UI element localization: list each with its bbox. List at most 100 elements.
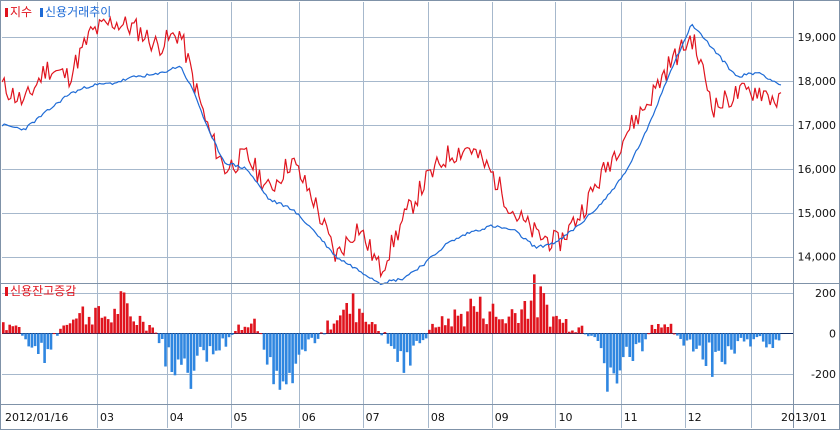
- credit-change-bar: [40, 333, 43, 343]
- credit-change-bar: [87, 316, 91, 334]
- credit-change-bar: [701, 333, 705, 360]
- credit-change-bar: [49, 333, 53, 350]
- credit-change-bar: [275, 333, 278, 371]
- credit-change-bar: [354, 322, 358, 334]
- credit-change-bar: [752, 333, 755, 340]
- credit-change-bar: [56, 333, 59, 336]
- credit-change-bar: [396, 333, 399, 362]
- credit-change-bar: [758, 333, 762, 337]
- credit-change-bar: [698, 333, 701, 346]
- credit-change-bar: [682, 333, 685, 346]
- credit-change-bar: [358, 308, 361, 334]
- credit-change-bar: [523, 301, 527, 334]
- bar-axis-tick: 0: [829, 327, 836, 340]
- credit-change-bar: [167, 333, 170, 348]
- credit-change-bar: [742, 333, 746, 342]
- bar-layer: [2, 274, 781, 392]
- credit-change-bar: [415, 333, 418, 341]
- credit-change-bar: [227, 333, 231, 338]
- credit-change-bar: [170, 333, 174, 372]
- credit-change-bar: [574, 332, 577, 334]
- credit-change-bar: [265, 333, 269, 365]
- credit-change-bar: [609, 333, 612, 368]
- credit-change-bar: [256, 331, 259, 334]
- credit-change-bar: [466, 311, 469, 334]
- credit-change-bar: [510, 309, 514, 334]
- credit-change-bar: [545, 304, 549, 334]
- credit-change-bar: [316, 333, 320, 339]
- credit-change-bar: [679, 333, 682, 339]
- credit-change-bar: [237, 324, 240, 334]
- credit-change-bar: [517, 323, 520, 334]
- credit-change-bar: [11, 326, 15, 334]
- month-tick-label: 09: [495, 411, 509, 424]
- credit-change-bar: [564, 319, 568, 334]
- month-tick-label: 07: [366, 411, 380, 424]
- credit-change-bar: [399, 333, 402, 352]
- month-tick-label: 04: [170, 411, 184, 424]
- credit-change-bar: [176, 333, 180, 360]
- price-axis-tick: 16,000: [798, 163, 837, 176]
- credit-change-bar: [577, 327, 581, 334]
- credit-change-bar: [269, 333, 272, 358]
- credit-change-bar: [644, 333, 647, 340]
- credit-change-bar: [304, 333, 307, 352]
- credit-change-bar: [723, 333, 727, 365]
- bar-legend: 신용잔고증감: [5, 284, 76, 298]
- credit-change-bar: [447, 318, 450, 334]
- credit-change-bar: [243, 326, 247, 334]
- credit-change-bar: [218, 333, 221, 351]
- credit-change-bar: [230, 333, 234, 335]
- bar-legend-marker: [5, 287, 8, 296]
- credit-change-bar: [164, 333, 167, 367]
- credit-change-bar: [536, 317, 539, 334]
- credit-change-bar: [453, 309, 457, 334]
- credit-change-bar: [412, 333, 415, 346]
- credit-change-bar: [405, 333, 409, 353]
- credit-change-bar: [110, 322, 113, 334]
- credit-change-bar: [78, 313, 81, 334]
- price-axis-tick: 15,000: [798, 207, 837, 220]
- credit-change-bar: [106, 319, 110, 334]
- credit-change-bar: [250, 323, 253, 334]
- credit-change-bar: [81, 306, 85, 334]
- credit-change-bar: [326, 320, 329, 334]
- credit-change-bar: [657, 324, 660, 334]
- credit-change-bar: [97, 306, 100, 334]
- credit-change-bar: [285, 333, 288, 385]
- credit-change-bar: [91, 324, 94, 334]
- credit-change-bar: [259, 333, 263, 335]
- credit-change-bar: [726, 333, 730, 347]
- credit-change-bar: [393, 333, 396, 349]
- credit-change-bar: [68, 323, 72, 334]
- credit-change-bar: [409, 333, 412, 366]
- credit-change-bar: [676, 333, 679, 336]
- credit-change-bar: [313, 333, 317, 344]
- credit-change-bar: [148, 325, 151, 334]
- credit-change-bar: [310, 333, 313, 338]
- credit-change-bar: [704, 333, 708, 366]
- credit-change-bar: [221, 333, 224, 339]
- credit-change-bar: [431, 323, 434, 334]
- credit-change-bar: [377, 331, 380, 334]
- credit-change-bar: [434, 327, 437, 334]
- credit-change-bar: [351, 293, 355, 334]
- credit-change-bar: [730, 333, 733, 350]
- credit-change-bar: [151, 327, 154, 334]
- price-axis-tick: 17,000: [798, 119, 837, 132]
- credit-change-bar: [622, 333, 625, 358]
- credit-change-bar: [555, 315, 558, 334]
- credit-change-bar: [774, 333, 778, 340]
- credit-change-bar: [599, 333, 603, 349]
- credit-change-bar: [456, 315, 460, 334]
- line-layer: [1, 15, 782, 286]
- credit-change-bar: [46, 333, 50, 350]
- month-tick-label: 10: [559, 411, 573, 424]
- credit-change-bar: [27, 333, 30, 347]
- credit-change-bar: [533, 274, 536, 334]
- credit-legend-marker: [40, 8, 43, 17]
- credit-change-bar: [14, 325, 18, 334]
- bar-axis-tick: -200: [811, 368, 836, 381]
- credit-change-bar: [189, 333, 193, 389]
- credit-change-bar: [552, 316, 555, 334]
